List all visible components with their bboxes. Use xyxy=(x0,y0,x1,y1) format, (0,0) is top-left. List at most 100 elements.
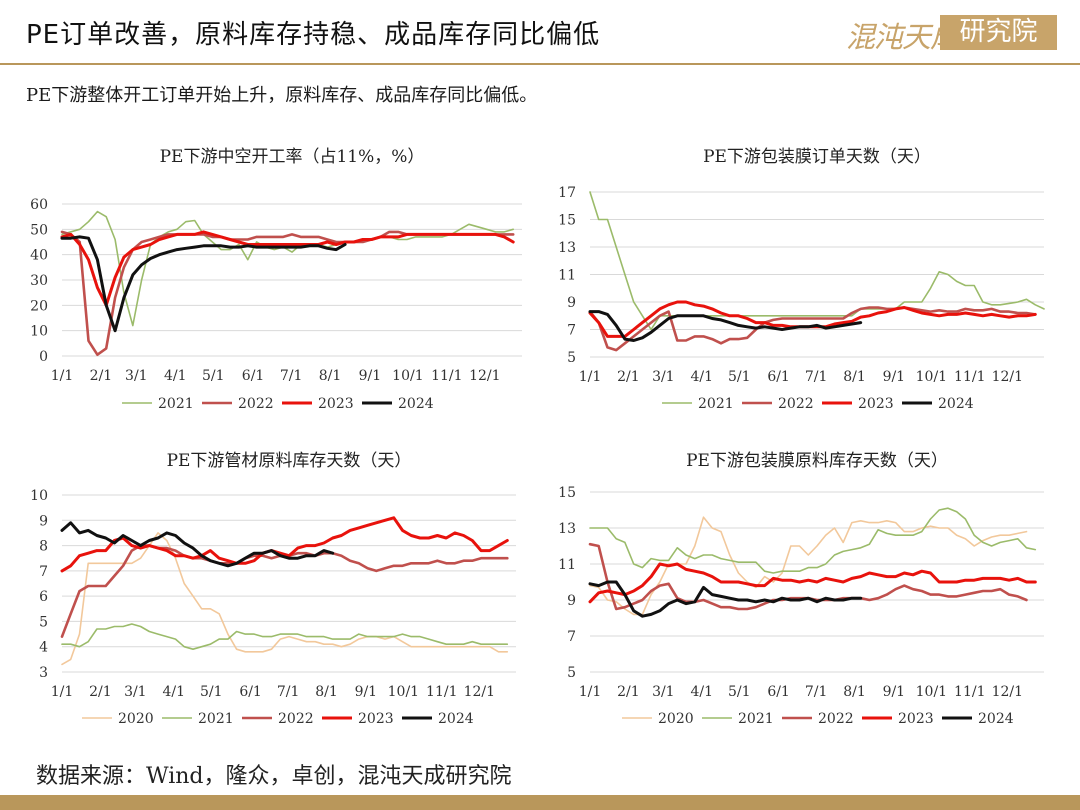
page-title: PE订单改善，原料库存持稳、成品库存同比偏低 xyxy=(26,20,601,50)
x-tick-label: 6/1 xyxy=(239,684,262,700)
x-tick-label: 12/1 xyxy=(992,684,1023,700)
x-tick-label: 9/1 xyxy=(355,684,378,700)
x-tick-label: 11/1 xyxy=(426,684,457,700)
legend-label: 2024 xyxy=(398,396,434,412)
x-tick-label: 4/1 xyxy=(164,368,187,384)
x-tick-label: 12/1 xyxy=(469,368,500,384)
legend-label: 2022 xyxy=(778,396,814,412)
series-line-2024 xyxy=(588,580,863,618)
y-tick-label: 3 xyxy=(39,665,48,681)
legend-label: 2022 xyxy=(278,711,314,727)
y-tick-label: 9 xyxy=(567,593,576,609)
x-tick-label: 2/1 xyxy=(89,684,112,700)
x-tick-label: 1/1 xyxy=(579,369,602,385)
chart-title: PE下游包装膜原料库存天数（天） xyxy=(686,451,948,471)
y-tick-label: 5 xyxy=(39,614,48,630)
brand-logo: 混沌天成 研究院 xyxy=(846,14,1058,54)
chart-film-order-days: PE下游包装膜订单天数（天） 5 7 9 11 13 15 17 1/1 2/1 3/1 4/1 5/1… xyxy=(558,147,1045,412)
x-tick-label: 7/1 xyxy=(805,684,828,700)
legend-label: 2023 xyxy=(898,711,934,727)
series-line-2021 xyxy=(589,507,1037,574)
x-tick-label: 8/1 xyxy=(843,684,866,700)
y-tick-label: 7 xyxy=(567,629,576,645)
series-line-2022 xyxy=(588,306,1037,352)
x-tick-label: 6/1 xyxy=(767,369,790,385)
x-tick-label: 3/1 xyxy=(652,684,675,700)
x-tick-label: 12/1 xyxy=(464,684,495,700)
series-line-2023 xyxy=(60,230,515,307)
x-tick-label: 4/1 xyxy=(690,684,713,700)
series-line-2021 xyxy=(61,623,509,650)
series-line-2024 xyxy=(60,521,335,568)
x-tick-label: 3/1 xyxy=(125,368,148,384)
legend-label: 2022 xyxy=(238,396,274,412)
y-tick-label: 11 xyxy=(558,557,576,573)
legend-label: 2020 xyxy=(658,711,694,727)
x-tick-label: 9/1 xyxy=(359,368,382,384)
x-tick-label: 10/1 xyxy=(392,368,423,384)
y-tick-label: 5 xyxy=(567,350,576,366)
x-tick-label: 10/1 xyxy=(916,684,947,700)
x-tick-label: 6/1 xyxy=(767,684,790,700)
header-divider xyxy=(0,63,1080,65)
legend-label: 2024 xyxy=(978,711,1014,727)
chart-film-raw-inventory-days: PE下游包装膜原料库存天数（天） 5 7 9 11 13 15 1/1 2/1 3/1 4/1 5/1… xyxy=(558,451,1044,727)
x-tick-label: 11/1 xyxy=(431,368,462,384)
source-note: 数据来源：Wind，隆众，卓创，混沌天成研究院 xyxy=(36,764,512,789)
series-line-2024 xyxy=(60,235,347,333)
legend-label: 2021 xyxy=(698,396,734,412)
x-tick-label: 1/1 xyxy=(579,684,602,700)
y-tick-label: 10 xyxy=(30,488,48,504)
brand-logo-box: 研究院 xyxy=(940,15,1057,50)
y-tick-label: 10 xyxy=(30,324,48,340)
legend-label: 2023 xyxy=(858,396,894,412)
x-tick-label: 4/1 xyxy=(690,369,713,385)
y-tick-label: 20 xyxy=(30,298,48,314)
x-tick-label: 5/1 xyxy=(728,369,751,385)
series-line-2023 xyxy=(60,516,509,573)
y-tick-label: 13 xyxy=(558,521,576,537)
y-tick-label: 15 xyxy=(558,213,576,229)
y-tick-label: 13 xyxy=(558,240,576,256)
x-tick-label: 7/1 xyxy=(805,369,828,385)
x-tick-label: 10/1 xyxy=(916,369,947,385)
legend-label: 2023 xyxy=(318,396,354,412)
x-tick-label: 3/1 xyxy=(124,684,147,700)
x-tick-label: 5/1 xyxy=(200,684,223,700)
y-tick-label: 9 xyxy=(567,295,576,311)
series-line-2024 xyxy=(588,310,863,342)
series-line-2021 xyxy=(61,210,514,327)
y-tick-label: 6 xyxy=(39,589,48,605)
series-line-2022 xyxy=(60,544,509,638)
x-tick-label: 11/1 xyxy=(954,684,985,700)
y-tick-label: 9 xyxy=(39,513,48,529)
y-tick-label: 8 xyxy=(39,539,48,555)
chart-pipe-raw-inventory-days: PE下游管材原料库存天数（天） 3 4 5 6 7 8 9 10 1/1 2/1 3/1 4/1 5/1 6… xyxy=(30,451,516,727)
y-tick-label: 0 xyxy=(39,349,48,365)
page-subtitle: PE下游整体开工订单开始上升，原料库存、成品库存同比偏低。 xyxy=(26,85,538,106)
x-tick-label: 5/1 xyxy=(728,684,751,700)
chart-title: PE下游中空开工率（占11%，%） xyxy=(160,147,425,167)
x-tick-label: 2/1 xyxy=(617,684,640,700)
x-tick-label: 7/1 xyxy=(280,368,303,384)
y-tick-label: 50 xyxy=(30,222,48,238)
legend-label: 2024 xyxy=(938,396,974,412)
legend-label: 2023 xyxy=(358,711,394,727)
legend-label: 2024 xyxy=(438,711,474,727)
x-tick-label: 12/1 xyxy=(992,369,1023,385)
x-tick-label: 5/1 xyxy=(202,368,225,384)
chart-hollow-operating-rate: PE下游中空开工率（占11%，%） 0 10 20 30 40 50 60 1/1 2/1 3/1 4… xyxy=(30,147,522,412)
y-tick-label: 5 xyxy=(567,665,576,681)
x-tick-label: 10/1 xyxy=(388,684,419,700)
x-tick-label: 11/1 xyxy=(954,369,985,385)
y-tick-label: 15 xyxy=(558,485,576,501)
y-tick-label: 30 xyxy=(30,273,48,289)
x-tick-label: 8/1 xyxy=(843,369,866,385)
y-tick-label: 11 xyxy=(558,268,576,284)
legend-label: 2022 xyxy=(818,711,854,727)
x-tick-label: 2/1 xyxy=(617,369,640,385)
x-tick-label: 9/1 xyxy=(883,684,906,700)
legend-label: 2021 xyxy=(158,396,194,412)
x-tick-label: 6/1 xyxy=(242,368,265,384)
page-header: PE订单改善，原料库存持稳、成品库存同比偏低 混沌天成 研究院 xyxy=(0,0,1080,65)
